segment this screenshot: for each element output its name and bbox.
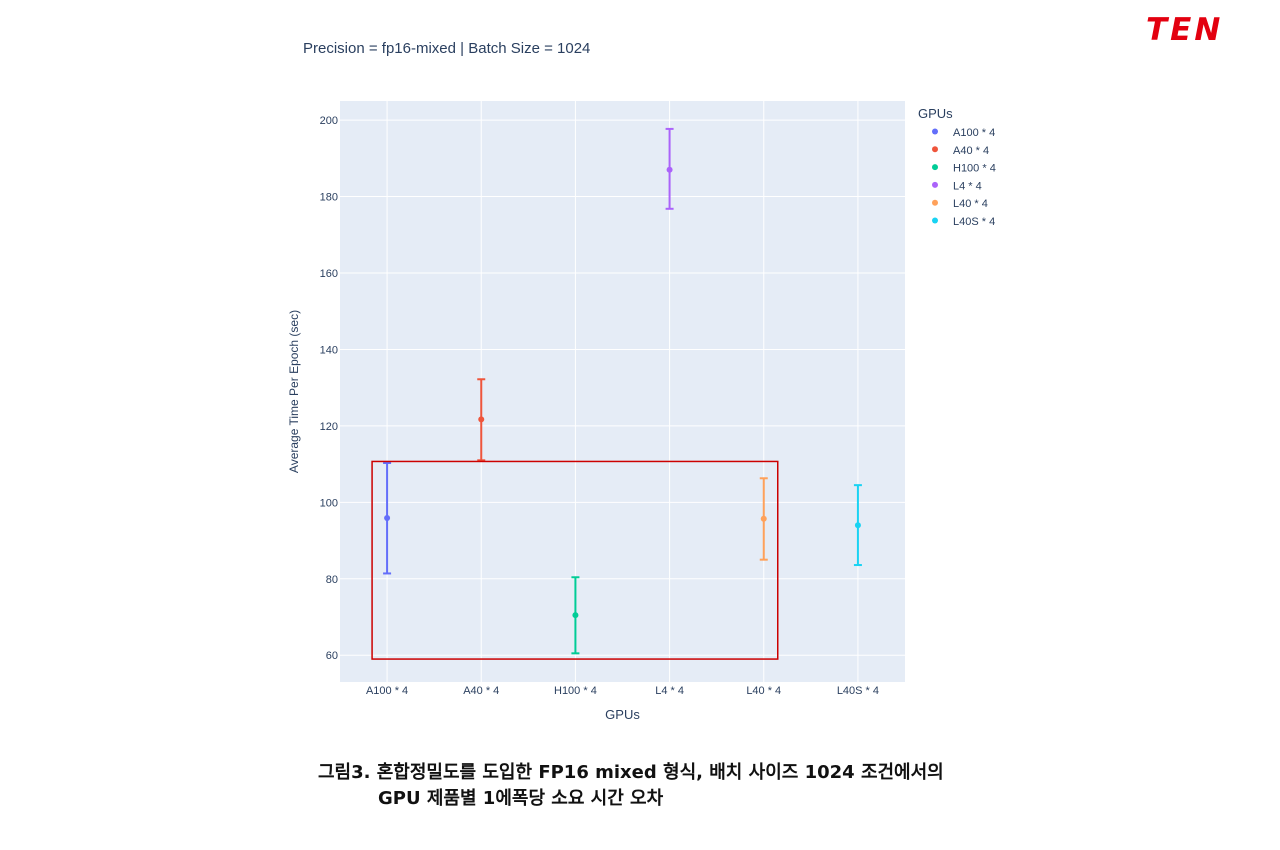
x-tick-label-2: H100 * 4 (554, 685, 597, 697)
brand-logo: TEN (1146, 12, 1224, 48)
series-0 (383, 461, 392, 575)
y-tick-label-80: 80 (326, 574, 338, 586)
legend-label-4: L40 * 4 (953, 198, 988, 210)
figure-caption: 그림3. 혼합정밀도를 도입한 FP16 mixed 형식, 배치 사이즈 10… (318, 760, 1018, 812)
legend-label-3: L4 * 4 (953, 180, 982, 192)
caption-line-1: 그림3. 혼합정밀도를 도입한 FP16 mixed 형식, 배치 사이즈 10… (318, 762, 944, 783)
legend-label-5: L40S * 4 (953, 216, 995, 228)
data-point-5 (854, 522, 861, 529)
legend-label-2: H100 * 4 (953, 163, 996, 175)
x-tick-label-3: L4 * 4 (655, 685, 684, 697)
legend-label-0: A100 * 4 (953, 127, 995, 139)
y-tick-labels: 60 80 100 120 140 160 180 200 (320, 115, 338, 662)
legend-marker-2 (932, 164, 938, 171)
y-tick-label-120: 120 (320, 421, 338, 433)
y-tick-label-200: 200 (320, 115, 338, 127)
x-tick-label-4: L40 * 4 (746, 685, 781, 697)
legend-title: GPUs (918, 106, 953, 121)
y-tick-label-100: 100 (320, 497, 338, 509)
series-1 (477, 378, 486, 462)
x-tick-label-0: A100 * 4 (366, 685, 408, 697)
y-axis-title: Average Time Per Epoch (sec) (287, 310, 301, 473)
highlight-rect (371, 460, 779, 660)
y-tick-label-140: 140 (320, 344, 338, 356)
series-5 (853, 484, 862, 567)
x-tick-label-1: A40 * 4 (463, 685, 499, 697)
series-3 (665, 127, 674, 210)
data-point-2 (572, 612, 579, 619)
data-point-3 (666, 166, 673, 173)
legend-marker-4 (932, 199, 938, 206)
legend-marker-0 (932, 128, 938, 135)
legend-marker-5 (932, 217, 938, 224)
x-gridlines (386, 101, 859, 682)
legend-label-1: A40 * 4 (953, 145, 989, 157)
x-axis-title: GPUs (605, 707, 640, 722)
chart-title: Precision = fp16-mixed | Batch Size = 10… (303, 40, 591, 57)
data-point-4 (760, 515, 767, 522)
legend-marker-3 (932, 181, 938, 188)
data-point-0 (384, 515, 391, 522)
series-4 (759, 477, 768, 561)
data-point-1 (478, 416, 485, 423)
legend-marker-1 (932, 146, 938, 153)
legend: GPUs A100 * 4 A40 * 4 H100 * 4 L4 * 4 L40 * … (918, 106, 996, 228)
caption-line-2: GPU 제품별 1에폭당 소요 시간 오차 (378, 788, 664, 809)
y-tick-label-180: 180 (320, 192, 338, 204)
data-points (383, 127, 862, 655)
y-tick-label-60: 60 (326, 650, 338, 662)
highlight-box (371, 460, 779, 660)
series-2 (571, 576, 580, 655)
y-gridlines (340, 119, 905, 656)
x-tick-labels: A100 * 4 A40 * 4 H100 * 4 L4 * 4 L40 * 4 L40S… (366, 685, 879, 697)
plot-area (340, 101, 905, 682)
x-tick-label-5: L40S * 4 (837, 685, 879, 697)
y-tick-label-160: 160 (320, 268, 338, 280)
